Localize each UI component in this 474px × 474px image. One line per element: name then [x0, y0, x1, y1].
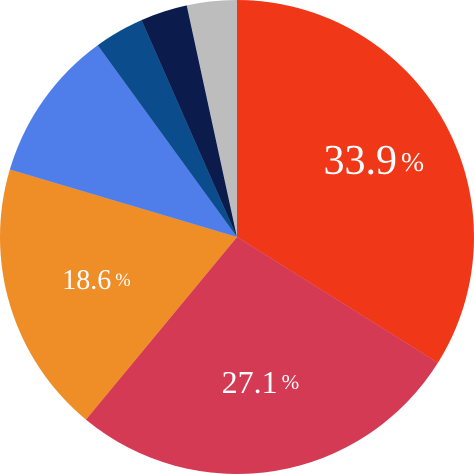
pie-slice-label-value: 18.6 [62, 264, 111, 295]
pie-slice-label-unit: % [282, 370, 300, 394]
pie-slice-label-value: 27.1 [222, 364, 278, 400]
pie-slice-label-1: 33.9% [324, 138, 425, 184]
pie-slice-7 [186, 0, 237, 237]
pie-labels: 33.9 %27.1 %18.6% [62, 138, 424, 400]
pie-slice-4 [9, 45, 237, 238]
pie-slice-6 [141, 5, 237, 238]
pie-slice-5 [97, 20, 238, 237]
pie-slice-1 [237, 0, 474, 363]
pie-slice-2 [85, 237, 438, 474]
pie-slice-label-3: 18.6% [62, 264, 130, 295]
pie-slice-3 [0, 169, 238, 420]
pie-slice-label-unit: % [401, 146, 424, 177]
pie-slice-label-2: 27.1% [222, 364, 300, 400]
pie-slice-label-unit: % [115, 270, 130, 290]
pie-slice-label-value: 33.9 [324, 138, 398, 184]
